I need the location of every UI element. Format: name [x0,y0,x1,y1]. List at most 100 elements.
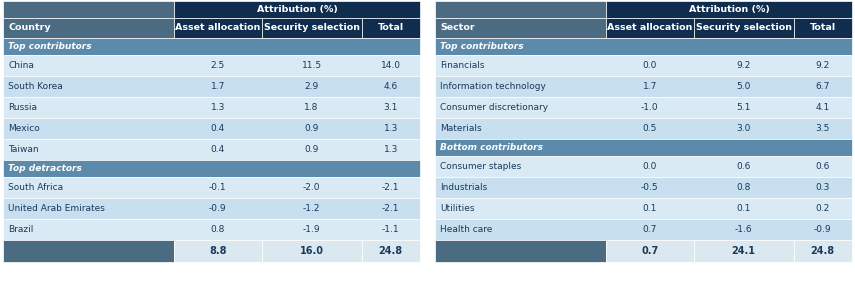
Bar [606,18,693,38]
Bar [3,139,420,160]
Text: 9.2: 9.2 [816,61,830,70]
Bar [793,18,852,38]
Bar [3,18,174,38]
Text: -1.9: -1.9 [303,225,321,234]
Text: 0.6: 0.6 [736,162,751,171]
Bar [435,76,852,97]
Text: 3.5: 3.5 [816,124,830,133]
Bar [606,1,852,18]
Bar [435,156,852,177]
Text: -0.9: -0.9 [209,204,227,213]
Text: -2.1: -2.1 [382,204,399,213]
Text: Russia: Russia [8,103,37,112]
Bar [435,240,606,262]
Text: 4.6: 4.6 [384,82,398,91]
Bar [693,18,793,38]
Bar [793,240,852,262]
Bar [693,240,793,262]
Text: 14.0: 14.0 [380,61,401,70]
Text: Information technology: Information technology [440,82,545,91]
Text: Asset allocation: Asset allocation [175,24,261,32]
Text: Mexico: Mexico [8,124,39,133]
Text: 0.0: 0.0 [643,162,657,171]
Bar [262,18,362,38]
Text: Security selection: Security selection [696,24,792,32]
Text: 0.9: 0.9 [304,124,319,133]
Text: 1.3: 1.3 [384,124,398,133]
Text: 1.3: 1.3 [384,145,398,154]
Text: 0.5: 0.5 [643,124,657,133]
Bar [435,55,852,76]
Text: 0.0: 0.0 [643,61,657,70]
Text: United Arab Emirates: United Arab Emirates [8,204,105,213]
Text: -0.1: -0.1 [209,183,227,192]
Text: Total: Total [378,24,404,32]
Text: 1.3: 1.3 [210,103,225,112]
Text: Industrials: Industrials [440,183,487,192]
Text: China: China [8,61,34,70]
Text: Health care: Health care [440,225,492,234]
Text: 0.6: 0.6 [816,162,830,171]
Text: Security selection: Security selection [263,24,360,32]
Bar [262,240,362,262]
Text: 1.7: 1.7 [210,82,225,91]
Bar [3,198,420,219]
Bar [174,1,420,18]
Bar [3,55,420,76]
Text: South Korea: South Korea [8,82,62,91]
Text: -2.0: -2.0 [303,183,321,192]
Text: 5.0: 5.0 [736,82,751,91]
Text: 3.1: 3.1 [384,103,398,112]
Text: 6.7: 6.7 [816,82,830,91]
Text: 0.7: 0.7 [641,246,658,256]
Bar [3,219,420,240]
Text: 0.8: 0.8 [736,183,751,192]
Bar [3,240,174,262]
Text: 0.1: 0.1 [643,204,657,213]
Text: Bottom contributors: Bottom contributors [440,143,543,152]
Bar [3,118,420,139]
Text: 24.8: 24.8 [811,246,834,256]
Text: 0.4: 0.4 [210,145,225,154]
Text: Top contributors: Top contributors [440,42,523,51]
Text: 5.1: 5.1 [736,103,751,112]
Bar [3,38,420,55]
Bar [3,76,420,97]
Text: Brazil: Brazil [8,225,33,234]
Bar [435,118,852,139]
Text: Total: Total [810,24,836,32]
Bar [435,97,852,118]
Text: -1.0: -1.0 [641,103,658,112]
Text: Top contributors: Top contributors [8,42,91,51]
Text: 16.0: 16.0 [299,246,323,256]
Text: Attribution (%): Attribution (%) [256,5,338,14]
Bar [174,240,262,262]
Text: 0.7: 0.7 [643,225,657,234]
Text: 1.7: 1.7 [643,82,657,91]
Bar [435,1,606,18]
Text: Utilities: Utilities [440,204,475,213]
Text: Top detractors: Top detractors [8,164,82,173]
Text: Attribution (%): Attribution (%) [688,5,770,14]
Text: Materials: Materials [440,124,481,133]
Text: 24.8: 24.8 [379,246,403,256]
Bar [435,198,852,219]
Text: 2.9: 2.9 [304,82,319,91]
Bar [362,18,420,38]
Text: 4.1: 4.1 [816,103,830,112]
Text: South Africa: South Africa [8,183,63,192]
Text: 3.0: 3.0 [736,124,751,133]
Text: 2.5: 2.5 [210,61,225,70]
Text: 11.5: 11.5 [302,61,321,70]
Bar [435,38,852,55]
Bar [174,18,262,38]
Text: Country: Country [8,24,50,32]
Text: 8.8: 8.8 [209,246,227,256]
Text: 0.2: 0.2 [816,204,830,213]
Bar [3,97,420,118]
Bar [435,18,606,38]
Bar [362,240,420,262]
Text: -1.1: -1.1 [382,225,399,234]
Text: -2.1: -2.1 [382,183,399,192]
Text: Consumer staples: Consumer staples [440,162,522,171]
